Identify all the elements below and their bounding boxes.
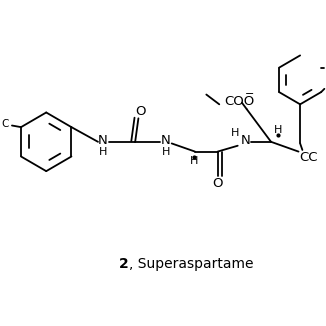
Text: 2: 2 — [119, 257, 129, 271]
Text: H: H — [274, 126, 282, 135]
Text: H: H — [162, 147, 170, 157]
Text: N: N — [98, 134, 108, 147]
Text: H: H — [99, 147, 107, 157]
Text: O: O — [213, 177, 223, 190]
Text: CC: CC — [299, 151, 318, 164]
Text: N: N — [161, 134, 171, 147]
Text: N: N — [240, 134, 250, 147]
Text: COO: COO — [224, 95, 254, 108]
Text: O: O — [136, 105, 146, 118]
Text: H: H — [190, 156, 199, 166]
Text: C: C — [1, 119, 9, 129]
Text: , Superaspartame: , Superaspartame — [129, 257, 254, 271]
Text: −: − — [244, 89, 254, 98]
Text: H: H — [231, 128, 240, 138]
